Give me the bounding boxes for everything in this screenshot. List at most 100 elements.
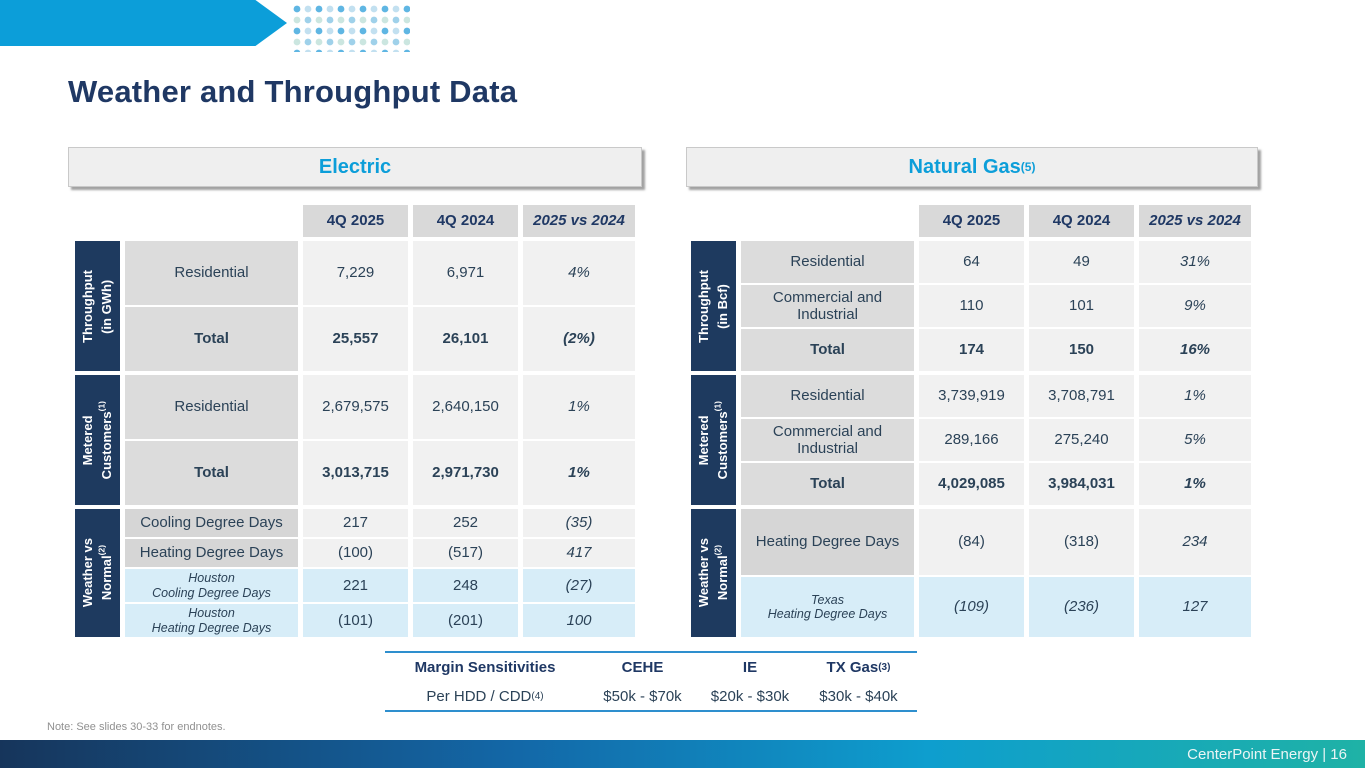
section-label-text: Weather vs Normal(2) — [80, 538, 115, 608]
value-cell: 127 — [1139, 577, 1251, 637]
natural-gas-section-header: Natural Gas (5) — [686, 147, 1258, 187]
value-cell: (2%) — [523, 307, 635, 371]
footer-bar: CenterPoint Energy | 16 — [0, 740, 1365, 768]
column-header-variance: 2025 vs 2024 — [523, 205, 635, 237]
section-label-weather-vs-normal: Weather vs Normal(2) — [691, 509, 736, 637]
section-label-metered-customers: Metered Customers(1) — [75, 375, 120, 505]
section-label-text: Throughput (in Bcf) — [696, 269, 731, 343]
section-label-metered-customers: Metered Customers(1) — [691, 375, 736, 505]
value-cell: (84) — [919, 509, 1024, 575]
natural-gas-section-title: Natural Gas — [908, 155, 1021, 178]
value-cell: 1% — [523, 441, 635, 505]
section-label-weather-vs-normal: Weather vs Normal(2) — [75, 509, 120, 637]
row-label: Houston Cooling Degree Days — [125, 569, 298, 602]
row-label: Houston Heating Degree Days — [125, 604, 298, 637]
spacer — [75, 205, 120, 237]
natural-gas-title-superscript: (5) — [1020, 160, 1036, 174]
value-cell: 3,739,919 — [919, 375, 1024, 417]
value-cell: 2,679,575 — [303, 375, 408, 439]
endnotes-note: Note: See slides 30-33 for endnotes. — [47, 721, 226, 733]
row-label: Total — [741, 463, 914, 505]
value-cell: 289,166 — [919, 419, 1024, 461]
value-cell: (35) — [523, 509, 635, 537]
row-label: Residential — [741, 375, 914, 417]
spacer — [691, 205, 736, 237]
row-label: Residential — [741, 241, 914, 283]
value-cell: 248 — [413, 569, 518, 602]
row-label: Texas Heating Degree Days — [741, 577, 914, 637]
value-cell: 6,971 — [413, 241, 518, 305]
electric-section-header: Electric — [68, 147, 642, 187]
electric-throughput-section: Throughput (in GWh) Residential 7,229 6,… — [75, 241, 635, 371]
value-cell: 16% — [1139, 329, 1251, 371]
value-cell: 64 — [919, 241, 1024, 283]
value-cell: 49 — [1029, 241, 1134, 283]
value-cell: 3,984,031 — [1029, 463, 1134, 505]
value-cell: 2,971,730 — [413, 441, 518, 505]
gas-weather-section: Weather vs Normal(2) Heating Degree Days… — [691, 509, 1251, 637]
margin-value-ie: $20k - $30k — [710, 687, 790, 705]
value-cell: 217 — [303, 509, 408, 537]
natural-gas-table: 4Q 2025 4Q 2024 2025 vs 2024 Throughput … — [691, 205, 1251, 637]
value-cell: 4% — [523, 241, 635, 305]
margin-sensitivities-table: Margin Sensitivities CEHE IE TX Gas (3) P… — [385, 651, 917, 712]
row-label: Total — [125, 307, 298, 371]
dot-pattern-decoration — [292, 4, 410, 52]
value-cell: 252 — [413, 509, 518, 537]
value-cell: 3,013,715 — [303, 441, 408, 505]
value-cell: 4,029,085 — [919, 463, 1024, 505]
margin-column-tx-gas: TX Gas (3) — [826, 659, 891, 676]
row-label: Residential — [125, 241, 298, 305]
column-header-4q2024: 4Q 2024 — [413, 205, 518, 237]
value-cell: 2,640,150 — [413, 375, 518, 439]
gas-column-header-row: 4Q 2025 4Q 2024 2025 vs 2024 — [691, 205, 1251, 237]
value-cell: 5% — [1139, 419, 1251, 461]
value-cell: (27) — [523, 569, 635, 602]
spacer — [125, 205, 298, 237]
page-title: Weather and Throughput Data — [68, 74, 518, 109]
value-cell: 221 — [303, 569, 408, 602]
value-cell: 101 — [1029, 285, 1134, 327]
row-label: Total — [125, 441, 298, 505]
section-label-text: Metered Customers(1) — [696, 400, 731, 480]
margin-value-cehe: $50k - $70k — [603, 687, 682, 705]
column-header-4q2025: 4Q 2025 — [303, 205, 408, 237]
value-cell: 3,708,791 — [1029, 375, 1134, 417]
value-cell: 9% — [1139, 285, 1251, 327]
margin-column-cehe: CEHE — [621, 659, 664, 676]
value-cell: 110 — [919, 285, 1024, 327]
value-cell: 31% — [1139, 241, 1251, 283]
value-cell: (109) — [919, 577, 1024, 637]
value-cell: 100 — [523, 604, 635, 637]
section-label-text: Throughput (in GWh) — [80, 269, 115, 343]
electric-column-header-row: 4Q 2025 4Q 2024 2025 vs 2024 — [75, 205, 635, 237]
value-cell: 174 — [919, 329, 1024, 371]
value-cell: (101) — [303, 604, 408, 637]
section-label-text: Weather vs Normal(2) — [696, 538, 731, 608]
section-label-throughput: Throughput (in GWh) — [75, 241, 120, 371]
row-label: Commercial and Industrial — [741, 419, 914, 461]
row-label: Cooling Degree Days — [125, 509, 298, 537]
value-cell: 7,229 — [303, 241, 408, 305]
column-header-4q2025: 4Q 2025 — [919, 205, 1024, 237]
value-cell: (517) — [413, 539, 518, 567]
section-label-text: Metered Customers(1) — [80, 400, 115, 480]
value-cell: 1% — [523, 375, 635, 439]
value-cell: 26,101 — [413, 307, 518, 371]
footer-text: CenterPoint Energy | 16 — [1187, 745, 1347, 763]
gas-metered-customers-section: Metered Customers(1) Residential 3,739,9… — [691, 375, 1251, 505]
row-label: Heating Degree Days — [741, 509, 914, 575]
electric-section-title: Electric — [318, 155, 392, 178]
section-label-throughput: Throughput (in Bcf) — [691, 241, 736, 371]
electric-table: 4Q 2025 4Q 2024 2025 vs 2024 Throughput … — [75, 205, 635, 637]
row-label: Commercial and Industrial — [741, 285, 914, 327]
value-cell: 1% — [1139, 463, 1251, 505]
gas-throughput-section: Throughput (in Bcf) Residential 64 49 31… — [691, 241, 1251, 371]
value-cell: 417 — [523, 539, 635, 567]
margin-row-label: Per HDD / CDD (4) — [426, 687, 544, 705]
row-label: Residential — [125, 375, 298, 439]
value-cell: 25,557 — [303, 307, 408, 371]
column-header-4q2024: 4Q 2024 — [1029, 205, 1134, 237]
value-cell: (201) — [413, 604, 518, 637]
column-header-variance: 2025 vs 2024 — [1139, 205, 1251, 237]
